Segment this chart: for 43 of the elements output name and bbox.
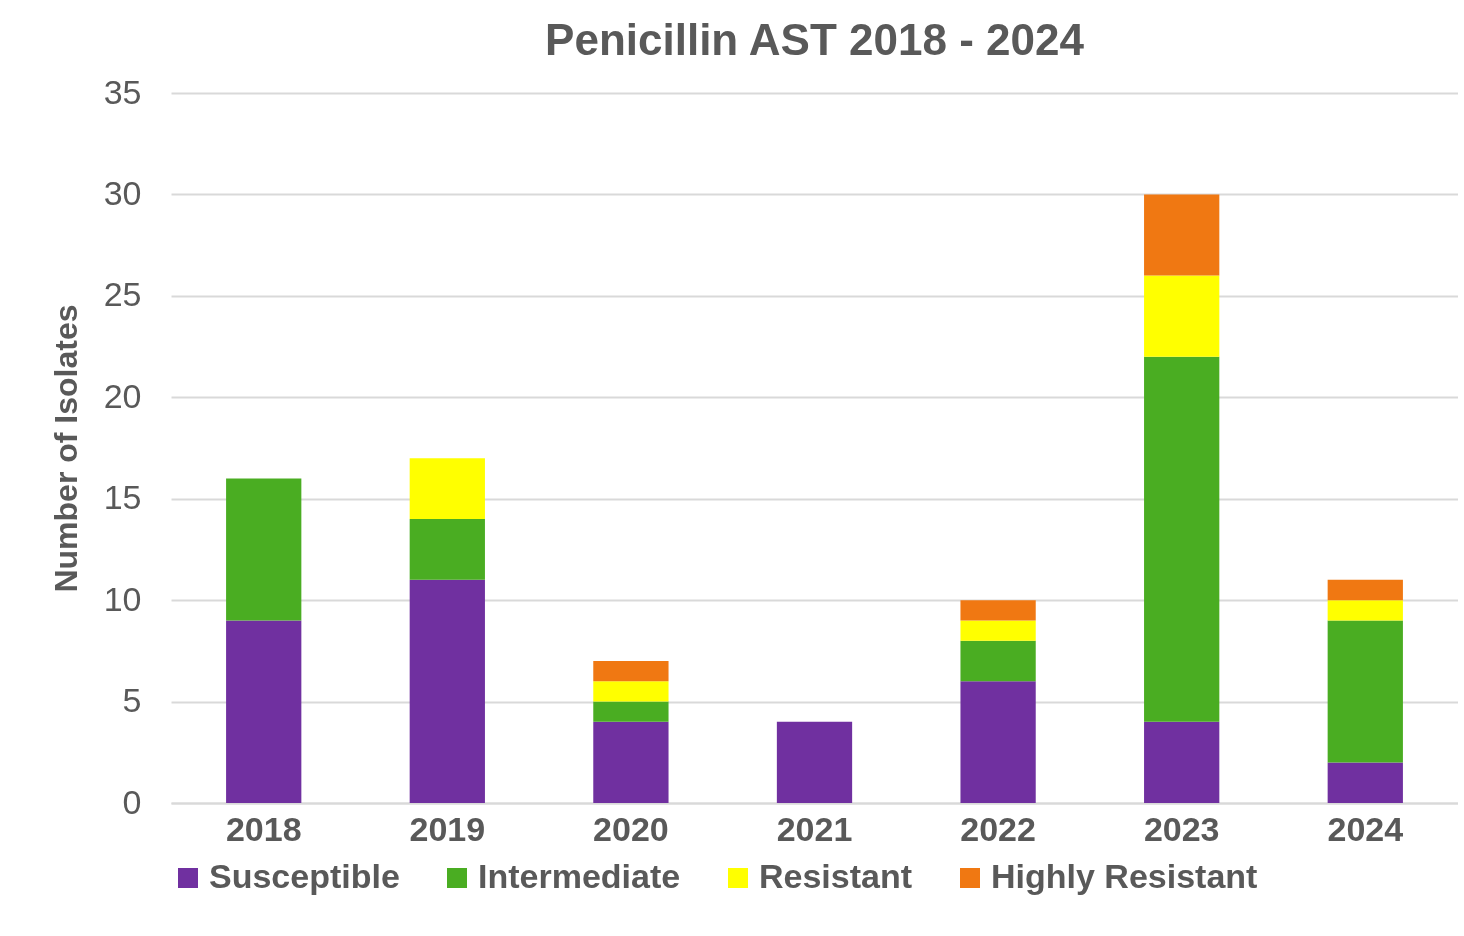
bar (960, 600, 1036, 621)
bar (409, 579, 485, 803)
x-tick-label: 2022 (960, 809, 1036, 848)
bar (1327, 762, 1403, 803)
x-tick-label: 2024 (1327, 809, 1404, 848)
bar (1144, 721, 1220, 803)
bar (960, 640, 1036, 682)
bar (593, 721, 669, 803)
bar (409, 519, 485, 580)
y-tick-label: 5 (122, 681, 142, 720)
bar (593, 701, 669, 722)
y-tick-label: 20 (103, 376, 142, 415)
bar (226, 478, 302, 621)
bar (776, 721, 853, 803)
x-tick-label: 2023 (1143, 809, 1220, 848)
y-tick-label: 10 (103, 579, 142, 618)
bar (593, 661, 669, 682)
bar (593, 681, 669, 702)
bar (960, 620, 1036, 641)
bar (1144, 356, 1220, 722)
x-tick-label: 2020 (593, 809, 669, 848)
legend-label: Intermediate (478, 857, 681, 895)
bar (1327, 600, 1403, 621)
bar (1327, 579, 1403, 601)
x-tick-label: 2021 (776, 809, 853, 848)
y-tick-label: 15 (103, 478, 142, 517)
bar (1144, 275, 1220, 357)
y-tick-label: 30 (103, 173, 142, 212)
y-axis-title: Number of Isolates (47, 304, 84, 593)
bar (1144, 194, 1220, 276)
x-tick-label: 2019 (409, 809, 486, 848)
legend-label: Resistant (759, 857, 913, 895)
x-tick-label: 2018 (225, 809, 302, 848)
bar (226, 620, 302, 803)
bar (409, 458, 485, 519)
legend-label: Susceptible (209, 857, 400, 895)
y-tick-label: 25 (103, 275, 142, 314)
bar (1327, 620, 1403, 763)
legend-label: Highly Resistant (991, 857, 1258, 895)
y-tick-label: 0 (122, 782, 142, 821)
y-tick-label: 35 (103, 72, 142, 111)
bar (960, 681, 1036, 803)
chart-title: Penicillin AST 2018 - 2024 (545, 15, 1085, 64)
